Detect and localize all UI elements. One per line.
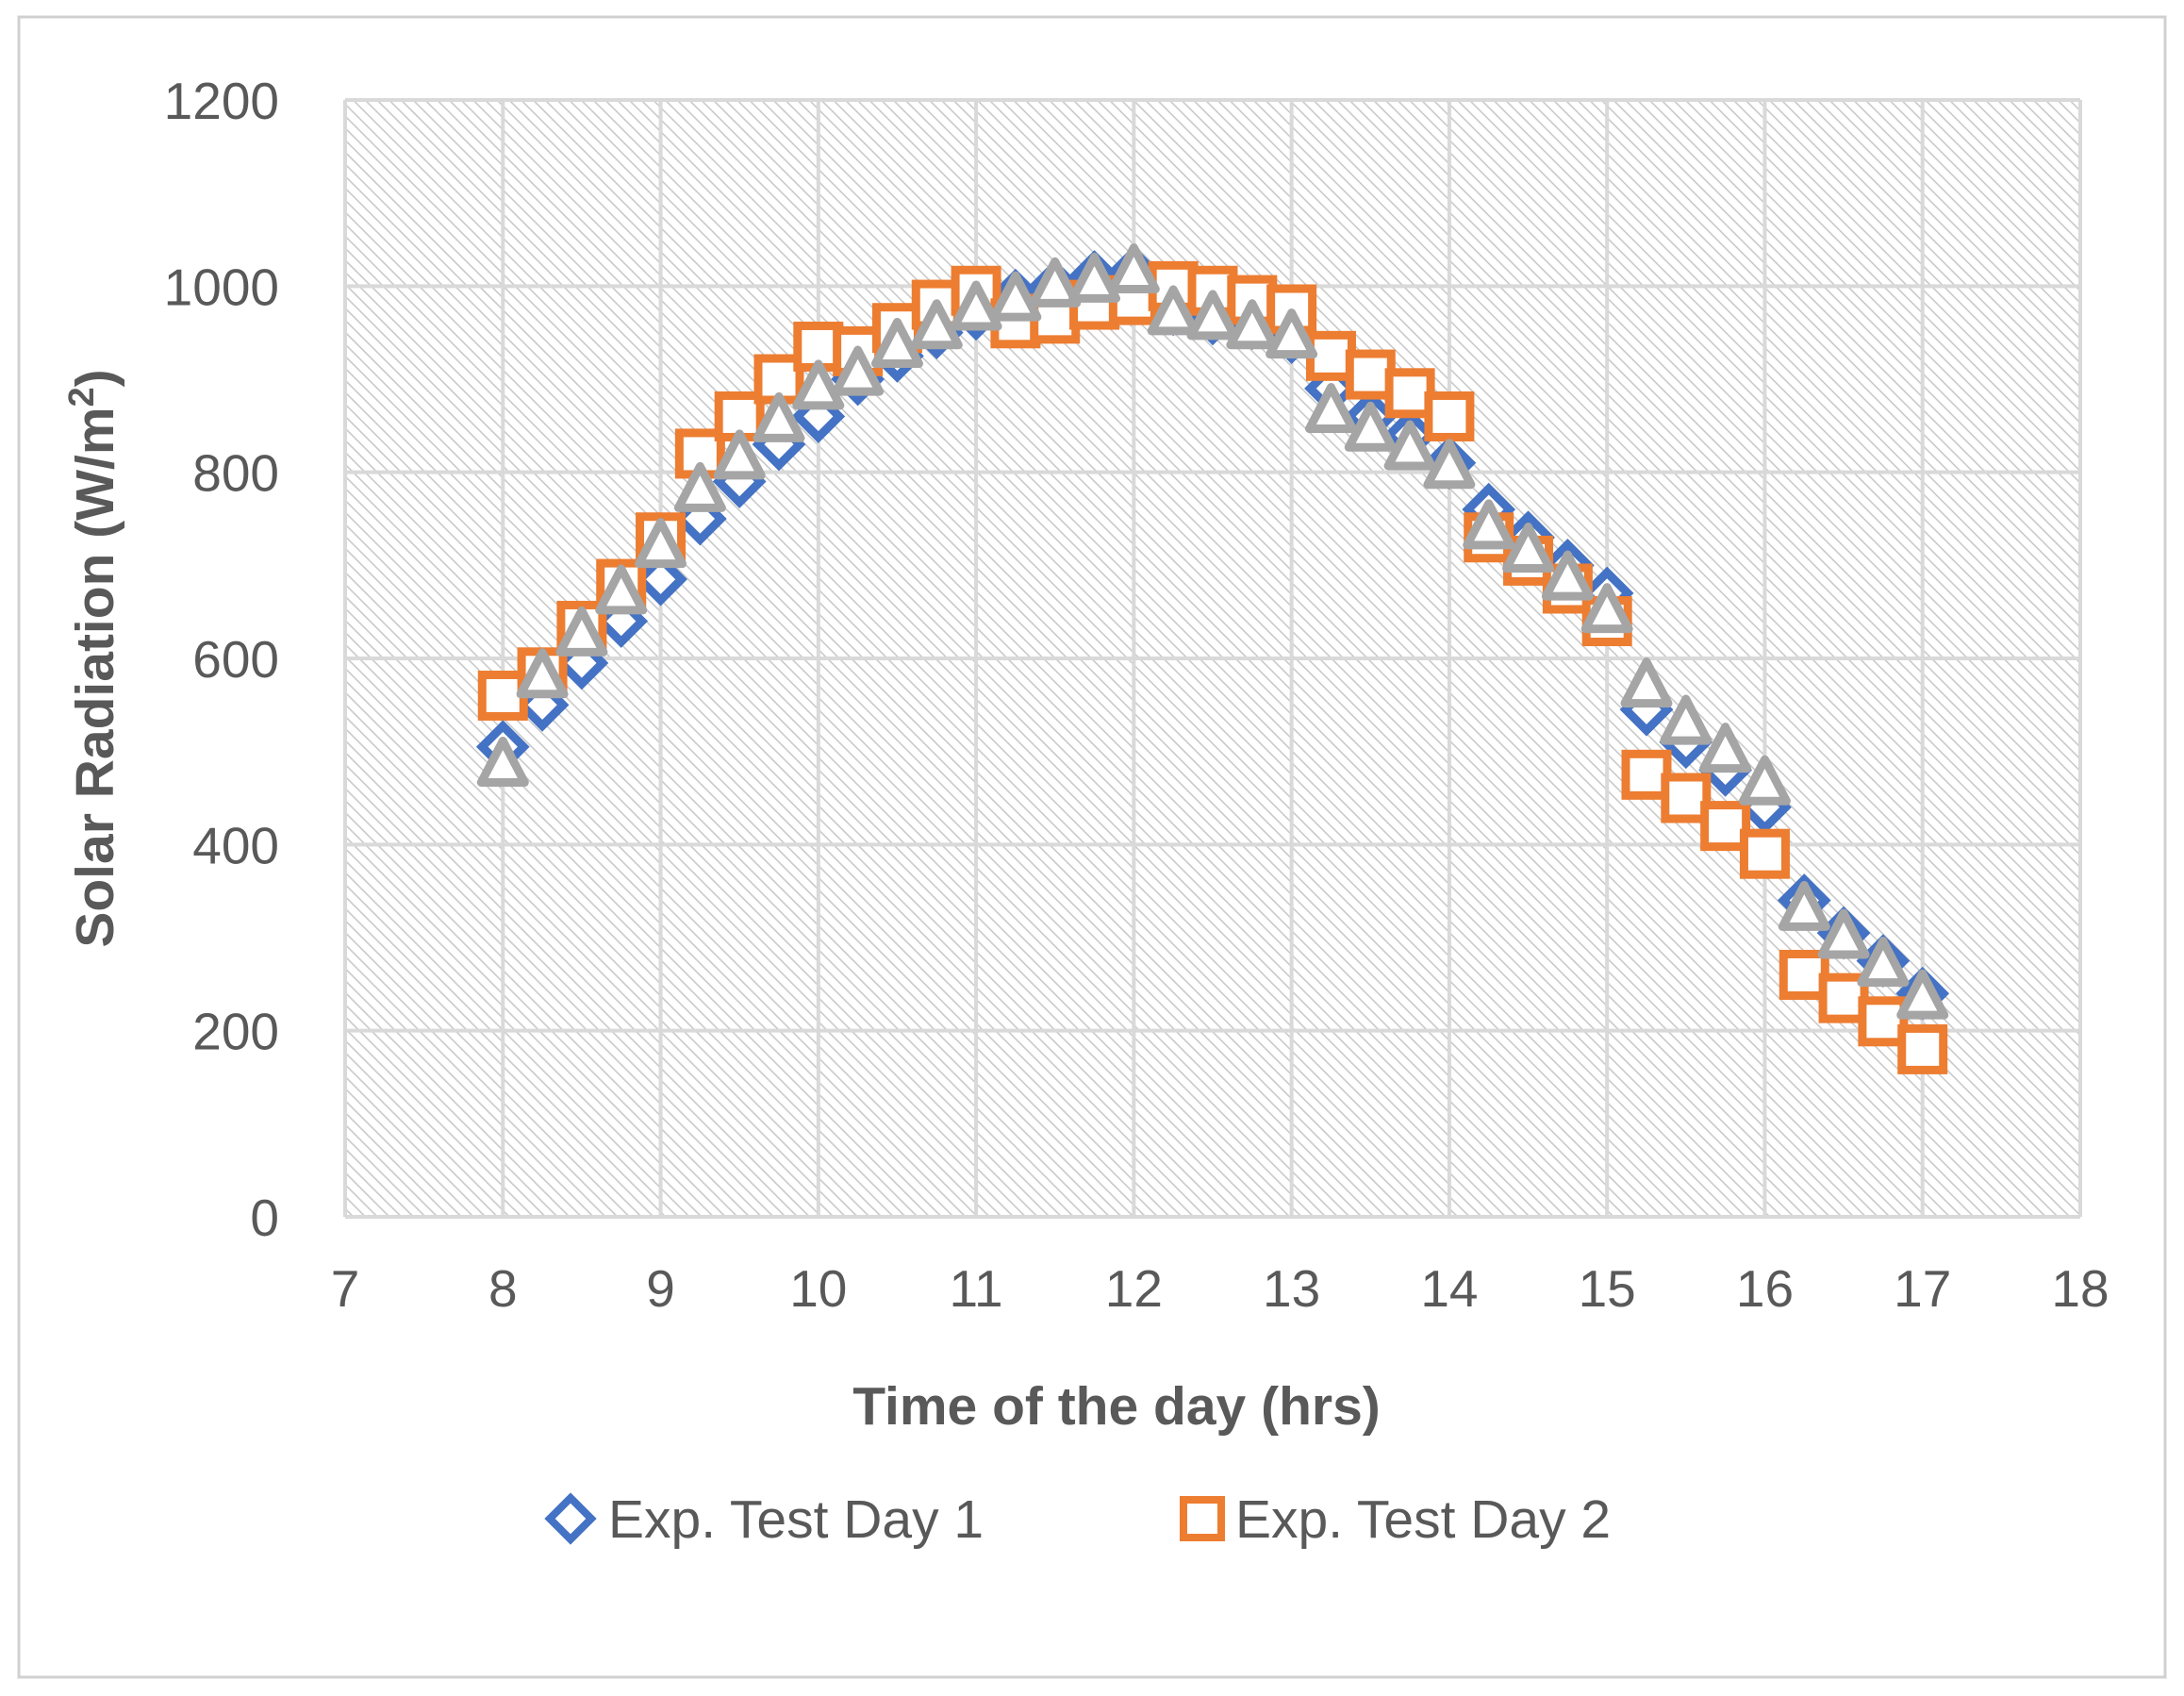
triangle-point bbox=[516, 648, 569, 699]
legend-item-day2: Exp. Test Day 2 bbox=[1180, 1489, 1611, 1550]
square-point bbox=[1424, 391, 1475, 441]
square-point bbox=[1739, 828, 1790, 879]
x-tick-label: 8 bbox=[488, 1259, 518, 1318]
triangle-point bbox=[1857, 937, 1910, 988]
x-tick-label: 14 bbox=[1420, 1259, 1478, 1318]
y-tick-label: 200 bbox=[192, 1003, 279, 1061]
square-point bbox=[1661, 773, 1712, 823]
square-point bbox=[1345, 349, 1396, 400]
y-tick-label: 1000 bbox=[164, 258, 279, 316]
legend-square-marker bbox=[1180, 1496, 1225, 1541]
x-tick-label: 10 bbox=[789, 1259, 847, 1318]
triangle-point bbox=[1107, 243, 1160, 294]
x-tick-label: 12 bbox=[1105, 1259, 1163, 1318]
triangle-point bbox=[1541, 550, 1594, 601]
series-layer bbox=[475, 243, 1950, 1074]
triangle-point bbox=[713, 429, 766, 480]
y-tick-label: 800 bbox=[192, 444, 279, 503]
y-axis-title: Solar Radiation (W/m2) bbox=[62, 369, 125, 947]
y-tick-label: 0 bbox=[250, 1189, 279, 1247]
legend: Exp. Test Day 1 Exp. Test Day 2 bbox=[544, 1489, 1611, 1550]
triangle-point bbox=[870, 317, 923, 368]
x-tick-label: 18 bbox=[2051, 1259, 2109, 1318]
triangle-point bbox=[555, 606, 608, 657]
triangle-point bbox=[1660, 694, 1712, 745]
triangle-point bbox=[1186, 290, 1239, 341]
legend-label-day2: Exp. Test Day 2 bbox=[1235, 1489, 1611, 1550]
triangle-point bbox=[1147, 285, 1200, 336]
triangle-point bbox=[1817, 908, 1870, 959]
square-point bbox=[1818, 973, 1869, 1023]
triangle-point bbox=[635, 518, 687, 569]
y-tick-label: 1200 bbox=[164, 72, 279, 130]
square-point bbox=[1897, 1023, 1948, 1074]
x-tick-label: 7 bbox=[331, 1259, 360, 1318]
square-point bbox=[1858, 996, 1909, 1047]
triangle-point bbox=[1383, 420, 1436, 471]
legend-label-day1: Exp. Test Day 1 bbox=[608, 1489, 984, 1550]
triangle-point bbox=[1778, 880, 1830, 931]
triangle-point bbox=[1304, 383, 1357, 434]
x-axis-title: Time of the day (hrs) bbox=[852, 1376, 1381, 1437]
legend-diamond-marker bbox=[544, 1492, 597, 1545]
triangle-point bbox=[1463, 499, 1515, 550]
triangle-point bbox=[1344, 401, 1397, 452]
x-tick-label: 15 bbox=[1579, 1259, 1636, 1318]
x-tick-label: 13 bbox=[1263, 1259, 1320, 1318]
triangle-point bbox=[792, 359, 845, 410]
triangle-point bbox=[1699, 723, 1752, 773]
square-point bbox=[1700, 801, 1751, 852]
x-tick-label: 17 bbox=[1894, 1259, 1951, 1318]
y-tick-label: 600 bbox=[192, 630, 279, 689]
triangle-point bbox=[832, 345, 885, 396]
triangle-point bbox=[1580, 583, 1633, 634]
triangle-point bbox=[1266, 308, 1318, 359]
diamond-point bbox=[634, 552, 687, 607]
triangle-point bbox=[476, 736, 529, 787]
x-axis-ticks: 7 8 9 10 11 12 13 14 15 16 17 18 bbox=[331, 1259, 2110, 1318]
triangle-point bbox=[989, 271, 1042, 322]
triangle-point bbox=[1620, 657, 1673, 708]
triangle-point bbox=[1029, 257, 1082, 308]
x-tick-label: 9 bbox=[646, 1259, 675, 1318]
triangle-point bbox=[1226, 299, 1279, 350]
x-tick-label: 16 bbox=[1736, 1259, 1794, 1318]
legend-item-day1: Exp. Test Day 1 bbox=[544, 1489, 984, 1550]
triangle-point bbox=[1423, 439, 1476, 490]
triangle-point bbox=[1502, 523, 1555, 574]
triangle-point bbox=[595, 564, 648, 615]
triangle-point bbox=[1068, 252, 1121, 303]
triangle-point bbox=[950, 280, 1002, 331]
series-3 bbox=[476, 243, 1949, 1020]
triangle-point bbox=[673, 461, 726, 512]
x-tick-label: 11 bbox=[950, 1259, 1003, 1318]
triangle-point bbox=[910, 299, 963, 350]
triangle-point bbox=[1738, 755, 1791, 806]
triangle-point bbox=[753, 391, 805, 442]
y-tick-label: 400 bbox=[192, 816, 279, 874]
y-axis-ticks: 0 200 400 600 800 1000 1200 bbox=[164, 72, 279, 1247]
triangle-point bbox=[1896, 969, 1949, 1020]
